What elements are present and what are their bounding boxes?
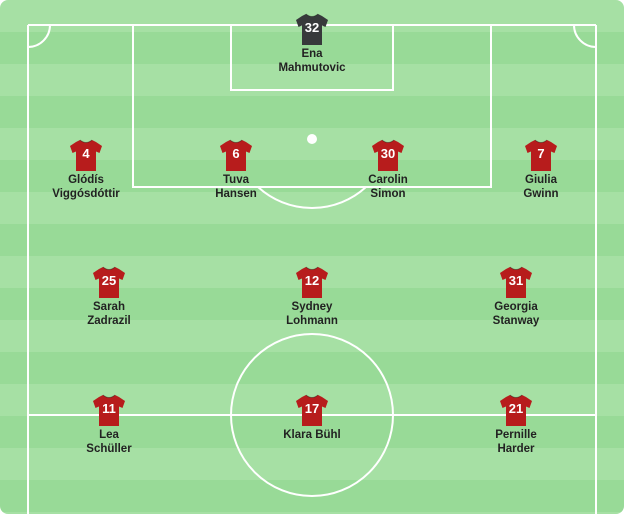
player-name: Sydney Lohmann (257, 300, 367, 328)
player-last-name: Gwinn (523, 188, 559, 200)
player-rm[interactable]: 31 Georgia Stanway (461, 265, 571, 328)
player-last-name: Simon (370, 188, 406, 200)
shirt-icon: 6 (219, 138, 253, 172)
player-rb[interactable]: 7 Giulia Gwinn (486, 138, 596, 201)
player-name: Pernille Harder (461, 428, 571, 456)
corner-arc-left (27, 24, 51, 48)
player-name: Klara Bühl (257, 428, 367, 442)
player-first-name: Giulia (525, 174, 557, 186)
player-lm[interactable]: 25 Sarah Zadrazil (54, 265, 164, 328)
player-last-name: Mahmutovic (278, 62, 346, 74)
player-cb2[interactable]: 30 Carolin Simon (333, 138, 443, 201)
player-first-name: Pernille (495, 429, 537, 441)
penalty-spot (307, 134, 317, 144)
shirt-number: 11 (102, 401, 116, 416)
player-last-name: Hansen (215, 188, 257, 200)
player-lf[interactable]: 11 Lea Schüller (54, 393, 164, 456)
player-cm[interactable]: 12 Sydney Lohmann (257, 265, 367, 328)
shirt-icon: 7 (524, 138, 558, 172)
player-last-name: Stanway (492, 315, 540, 327)
shirt-icon: 31 (499, 265, 533, 299)
shirt-number: 6 (232, 146, 240, 161)
shirt-icon: 32 (295, 12, 329, 46)
shirt-number: 7 (537, 146, 545, 161)
shirt-icon: 11 (92, 393, 126, 427)
shirt-number: 31 (508, 273, 524, 288)
shirt-number: 25 (101, 273, 117, 288)
player-first-name: Tuva (223, 174, 249, 186)
shirt-number: 32 (304, 20, 320, 35)
player-first-name: Carolin (368, 174, 408, 186)
player-name: Giulia Gwinn (486, 173, 596, 201)
shirt-icon: 17 (295, 393, 329, 427)
player-last-name: Viggósdóttir (52, 188, 120, 200)
shirt-icon: 30 (371, 138, 405, 172)
player-last-name: Zadrazil (87, 315, 131, 327)
shirt-icon: 25 (92, 265, 126, 299)
player-name: Lea Schüller (54, 428, 164, 456)
player-lb[interactable]: 4 Glódís Viggósdóttir (31, 138, 141, 201)
player-last-name: Lohmann (286, 315, 338, 327)
player-first-name: Lea (99, 429, 119, 441)
player-first-name: Sarah (93, 301, 125, 313)
player-name: Georgia Stanway (461, 300, 571, 328)
shirt-icon: 21 (499, 393, 533, 427)
centre-circle (230, 333, 394, 497)
shirt-number: 17 (304, 401, 320, 416)
player-first-name: Georgia (494, 301, 538, 313)
penalty-arc (257, 186, 367, 209)
shirt-icon: 4 (69, 138, 103, 172)
player-gk[interactable]: 32 Ena Mahmutovic (257, 12, 367, 75)
shirt-number: 12 (304, 273, 320, 288)
player-cf[interactable]: 17 Klara Bühl (257, 393, 367, 442)
corner-arc-right (573, 24, 597, 48)
player-first-name: Ena (301, 48, 323, 60)
player-cb1[interactable]: 6 Tuva Hansen (181, 138, 291, 201)
player-first-name: Glódís (68, 174, 104, 186)
shirt-icon: 12 (295, 265, 329, 299)
player-name: Glódís Viggósdóttir (31, 173, 141, 201)
player-first-name: Sydney (291, 301, 333, 313)
shirt-number: 4 (82, 146, 90, 161)
player-name: Carolin Simon (333, 173, 443, 201)
player-rf[interactable]: 21 Pernille Harder (461, 393, 571, 456)
player-last-name: Harder (497, 443, 535, 455)
player-name: Sarah Zadrazil (54, 300, 164, 328)
player-name: Tuva Hansen (181, 173, 291, 201)
shirt-number: 21 (508, 401, 524, 416)
shirt-number: 30 (380, 146, 396, 161)
player-name: Ena Mahmutovic (257, 47, 367, 75)
player-last-name: Schüller (86, 443, 132, 455)
player-first-name: Klara Bühl (283, 429, 341, 441)
